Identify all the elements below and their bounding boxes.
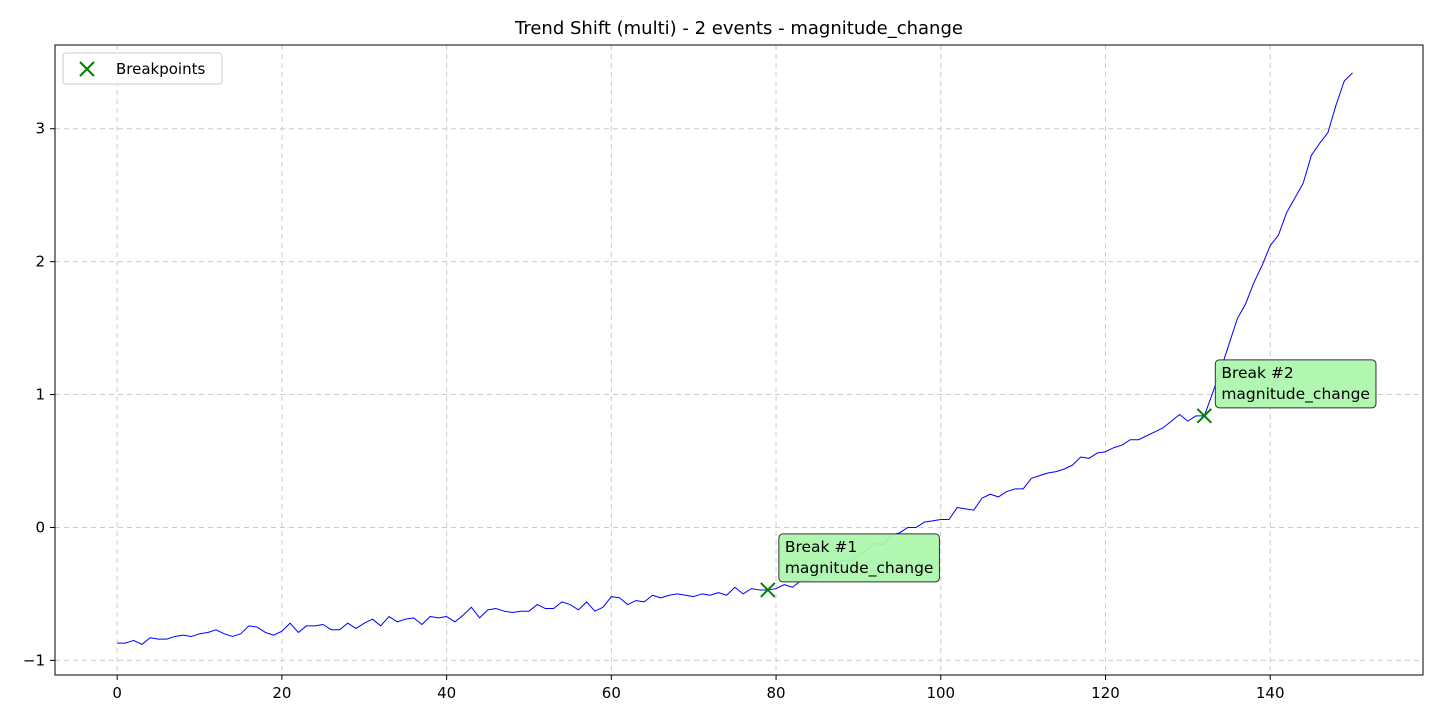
series-line <box>117 72 1353 645</box>
annotation-box <box>778 533 940 583</box>
y-tick-label: 3 <box>35 120 45 138</box>
annotation-line-1: Break #2 <box>1221 364 1293 382</box>
breakpoint-marker-x-icon <box>760 582 776 598</box>
annotation-line-2: magnitude_change <box>1221 385 1370 404</box>
axis-ticks: 0 20 40 60 80 100 120 140 −1 0 1 2 3 <box>23 120 1285 702</box>
legend-entry-breakpoints: Breakpoints <box>116 60 205 78</box>
plot-area-frame <box>54 44 1424 676</box>
x-tick-label: 80 <box>767 684 786 702</box>
series-layer <box>117 72 1353 645</box>
annotation-line-1: Break #1 <box>785 538 857 556</box>
y-tick-label: 1 <box>35 386 45 404</box>
legend-x-mark <box>79 61 95 77</box>
y-tick-label: 2 <box>35 253 45 271</box>
breakpoint-annotations: Break #1 magnitude_change Break #2 magnitud… <box>778 359 1377 583</box>
grid <box>55 45 1423 675</box>
annotation-line-2: magnitude_change <box>785 559 934 578</box>
x-tick-label: 60 <box>602 684 621 702</box>
legend-marker-x-icon <box>79 61 95 77</box>
legend: Breakpoints <box>62 52 223 85</box>
y-tick-label: −1 <box>23 651 45 669</box>
y-tick-label: 0 <box>35 518 45 536</box>
breakpoint-markers <box>760 408 1213 598</box>
legend-box <box>62 52 223 85</box>
x-tick-label: 40 <box>437 684 456 702</box>
breakpoint-annotation: Break #1 magnitude_change <box>778 533 940 583</box>
x-tick-label: 20 <box>272 684 291 702</box>
annotation-box <box>1214 359 1377 409</box>
chart-title: Trend Shift (multi) - 2 events - magnitu… <box>514 18 963 39</box>
breakpoint-marker-x-icon <box>1196 408 1213 424</box>
x-tick-label: 0 <box>112 684 122 702</box>
breakpoint-annotation: Break #2 magnitude_change <box>1214 359 1377 409</box>
x-tick-label: 120 <box>1091 684 1120 702</box>
x-tick-label: 100 <box>926 684 955 702</box>
x-tick-label: 140 <box>1256 684 1285 702</box>
